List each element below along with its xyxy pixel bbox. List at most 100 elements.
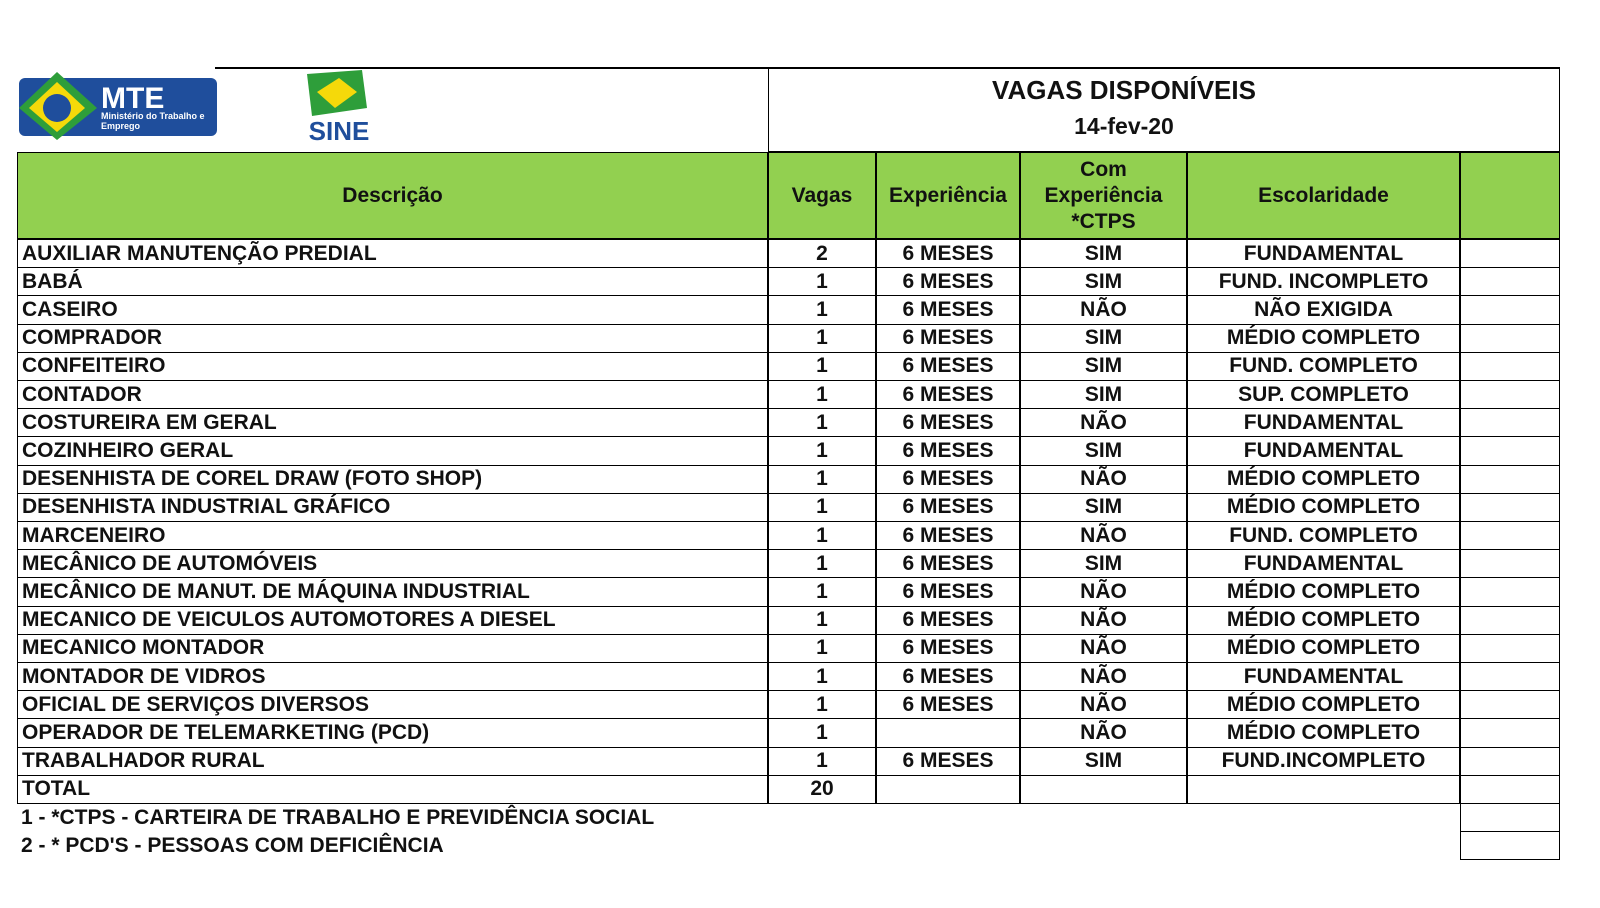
job-title: BABÁ (17, 267, 768, 297)
empty-cell (1020, 774, 1187, 804)
footnote: 2 - * PCD'S - PESSOAS COM DEFICIÊNCIA (21, 833, 444, 857)
empty-cell (1460, 746, 1560, 776)
column-header: Escolaridade (1187, 152, 1460, 239)
empty-cell (1460, 464, 1560, 494)
cell: MÉDIO COMPLETO (1187, 492, 1460, 522)
empty-cell (876, 774, 1020, 804)
cell: 1 (768, 605, 876, 635)
job-title: MECÂNICO DE MANUT. DE MÁQUINA INDUSTRIAL (17, 577, 768, 607)
cell: 6 MESES (876, 633, 1020, 663)
column-header: Experiência (876, 152, 1020, 239)
empty-cell (1460, 436, 1560, 466)
cell: 6 MESES (876, 239, 1020, 269)
job-title: DESENHISTA DE COREL DRAW (FOTO SHOP) (17, 464, 768, 494)
cell: 1 (768, 436, 876, 466)
empty-cell (1460, 803, 1560, 833)
cell: MÉDIO COMPLETO (1187, 323, 1460, 353)
empty-cell (1460, 718, 1560, 748)
cell: 1 (768, 464, 876, 494)
empty-cell (1187, 774, 1460, 804)
job-title: MECANICO DE VEICULOS AUTOMOTORES A DIESE… (17, 605, 768, 635)
cell: NÃO (1020, 662, 1187, 692)
cell: 1 (768, 351, 876, 381)
cell: MÉDIO COMPLETO (1187, 690, 1460, 720)
cell: NÃO EXIGIDA (1187, 295, 1460, 325)
cell: SUP. COMPLETO (1187, 380, 1460, 410)
empty-cell (1460, 774, 1560, 804)
cell: FUNDAMENTAL (1187, 408, 1460, 438)
cell: 1 (768, 718, 876, 748)
cell: SIM (1020, 549, 1187, 579)
cell: 1 (768, 323, 876, 353)
cell: SIM (1020, 492, 1187, 522)
cell: NÃO (1020, 633, 1187, 663)
cell: 6 MESES (876, 351, 1020, 381)
empty-header (1460, 152, 1560, 239)
title-cell (768, 68, 1560, 152)
cell: 1 (768, 380, 876, 410)
sine-text: SINE (309, 116, 370, 146)
cell: FUND.INCOMPLETO (1187, 746, 1460, 776)
cell: NÃO (1020, 464, 1187, 494)
cell: MÉDIO COMPLETO (1187, 577, 1460, 607)
cell: NÃO (1020, 690, 1187, 720)
cell: 1 (768, 549, 876, 579)
empty-cell (1460, 577, 1560, 607)
job-title: COSTUREIRA EM GERAL (17, 408, 768, 438)
cell: NÃO (1020, 295, 1187, 325)
cell: FUNDAMENTAL (1187, 662, 1460, 692)
cell: MÉDIO COMPLETO (1187, 605, 1460, 635)
cell: 6 MESES (876, 464, 1020, 494)
mte-subtitle: Ministério do Trabalho e Emprego (101, 111, 205, 131)
job-title: OPERADOR DE TELEMARKETING (PCD) (17, 718, 768, 748)
cell: 6 MESES (876, 549, 1020, 579)
cell: FUNDAMENTAL (1187, 436, 1460, 466)
empty-cell (1460, 662, 1560, 692)
mte-text: MTE (101, 82, 164, 115)
cell: SIM (1020, 436, 1187, 466)
cell: 6 MESES (876, 408, 1020, 438)
cell: 6 MESES (876, 662, 1020, 692)
cell: 1 (768, 521, 876, 551)
job-title: DESENHISTA INDUSTRIAL GRÁFICO (17, 492, 768, 522)
sine-flag-diamond (317, 78, 357, 108)
job-title: COZINHEIRO GERAL (17, 436, 768, 466)
empty-cell (1460, 380, 1560, 410)
cell: NÃO (1020, 718, 1187, 748)
total-label: TOTAL (17, 774, 768, 804)
footnote: 1 - *CTPS - CARTEIRA DE TRABALHO E PREVI… (21, 805, 655, 829)
cell: 2 (768, 239, 876, 269)
column-header: Vagas (768, 152, 876, 239)
job-title: CASEIRO (17, 295, 768, 325)
cell: MÉDIO COMPLETO (1187, 464, 1460, 494)
cell: 1 (768, 662, 876, 692)
cell: FUND. COMPLETO (1187, 521, 1460, 551)
cell: 1 (768, 746, 876, 776)
cell: SIM (1020, 267, 1187, 297)
empty-cell (1460, 831, 1560, 861)
cell: 6 MESES (876, 380, 1020, 410)
empty-cell (1460, 633, 1560, 663)
cell: 1 (768, 577, 876, 607)
cell: 1 (768, 633, 876, 663)
empty-cell (1460, 351, 1560, 381)
cell: 6 MESES (876, 690, 1020, 720)
empty-cell (1460, 549, 1560, 579)
empty-cell (1460, 408, 1560, 438)
column-header: Descrição (17, 152, 768, 239)
job-title: MONTADOR DE VIDROS (17, 662, 768, 692)
logos: MTE Ministério do Trabalho e Emprego SIN… (19, 68, 392, 146)
top-border (215, 67, 1560, 69)
job-title: CONTADOR (17, 380, 768, 410)
empty-cell (1460, 323, 1560, 353)
job-title: MARCENEIRO (17, 521, 768, 551)
empty-cell (1460, 605, 1560, 635)
flag-circle (43, 94, 71, 122)
cell (876, 718, 1020, 748)
empty-cell (1460, 239, 1560, 269)
cell: 6 MESES (876, 323, 1020, 353)
cell: 1 (768, 295, 876, 325)
empty-cell (1460, 295, 1560, 325)
cell: 6 MESES (876, 492, 1020, 522)
